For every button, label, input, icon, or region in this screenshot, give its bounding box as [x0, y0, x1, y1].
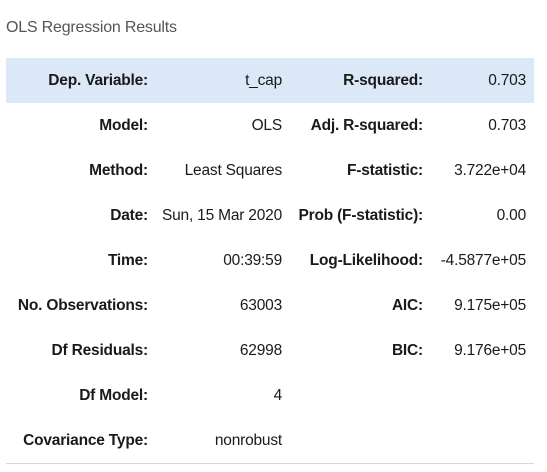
row-value-right: -4.5877e+05: [440, 252, 526, 269]
row-value-right: 0.703: [488, 117, 526, 134]
row-label-left: Method:: [89, 162, 148, 179]
row-label-right: AIC:: [391, 297, 423, 314]
table-row: Dep. Variable: t_cap R-squared: 0.703: [6, 58, 534, 103]
row-value-left: OLS: [251, 117, 283, 134]
row-value-left: 00:39:59: [223, 252, 282, 269]
row-label-right: R-squared:: [343, 72, 423, 89]
table-row: Time: 00:39:59 Log-Likelihood: -4.5877e+…: [6, 238, 534, 283]
row-label-left: Df Model:: [79, 387, 148, 404]
row-value-left: 62998: [239, 342, 282, 359]
regression-summary-table: Dep. Variable: t_cap R-squared: 0.703 Mo…: [6, 58, 534, 464]
row-value-left: 4: [273, 387, 283, 404]
table-row: Model: OLS Adj. R-squared: 0.703: [6, 103, 534, 148]
row-value-right: 0.00: [496, 207, 527, 224]
row-label-left: Date:: [110, 207, 148, 224]
row-value-left: nonrobust: [214, 432, 282, 449]
row-label-right: F-statistic:: [347, 162, 423, 179]
row-value-left: Sun, 15 Mar 2020: [161, 207, 282, 224]
row-label-right: Log-Likelihood:: [309, 252, 423, 269]
row-value-right: 3.722e+04: [454, 162, 526, 179]
table-row: No. Observations: 63003 AIC: 9.175e+05: [6, 283, 534, 328]
row-label-right: [282, 418, 423, 463]
row-label-left: Dep. Variable:: [48, 72, 148, 89]
table-row: Date: Sun, 15 Mar 2020 Prob (F-statistic…: [6, 193, 534, 238]
row-label-left: Covariance Type:: [23, 432, 148, 449]
row-label-left: Time:: [107, 252, 148, 269]
table-row: Method: Least Squares F-statistic: 3.722…: [6, 148, 534, 193]
row-value-left: Least Squares: [184, 162, 283, 179]
row-label-right: Prob (F-statistic):: [298, 207, 423, 224]
row-label-right: Adj. R-squared:: [310, 117, 424, 134]
row-value-left: t_cap: [245, 72, 282, 89]
row-value-right: [423, 373, 526, 418]
row-value-left: 63003: [239, 297, 282, 314]
row-value-right: 0.703: [488, 72, 526, 89]
table-row: Covariance Type: nonrobust: [6, 418, 534, 464]
table-row: Df Residuals: 62998 BIC: 9.176e+05: [6, 328, 534, 373]
table-row: Df Model: 4: [6, 373, 534, 418]
row-label-left: No. Observations:: [17, 297, 148, 314]
row-value-right: 9.175e+05: [454, 297, 526, 314]
row-label-left: Model:: [99, 117, 148, 134]
row-label-left: Df Residuals:: [51, 342, 149, 359]
row-value-right: 9.176e+05: [454, 342, 526, 359]
row-label-right: BIC:: [391, 342, 423, 359]
row-value-right: [423, 418, 526, 463]
table-caption: OLS Regression Results: [6, 19, 177, 36]
row-label-right: [282, 373, 423, 418]
